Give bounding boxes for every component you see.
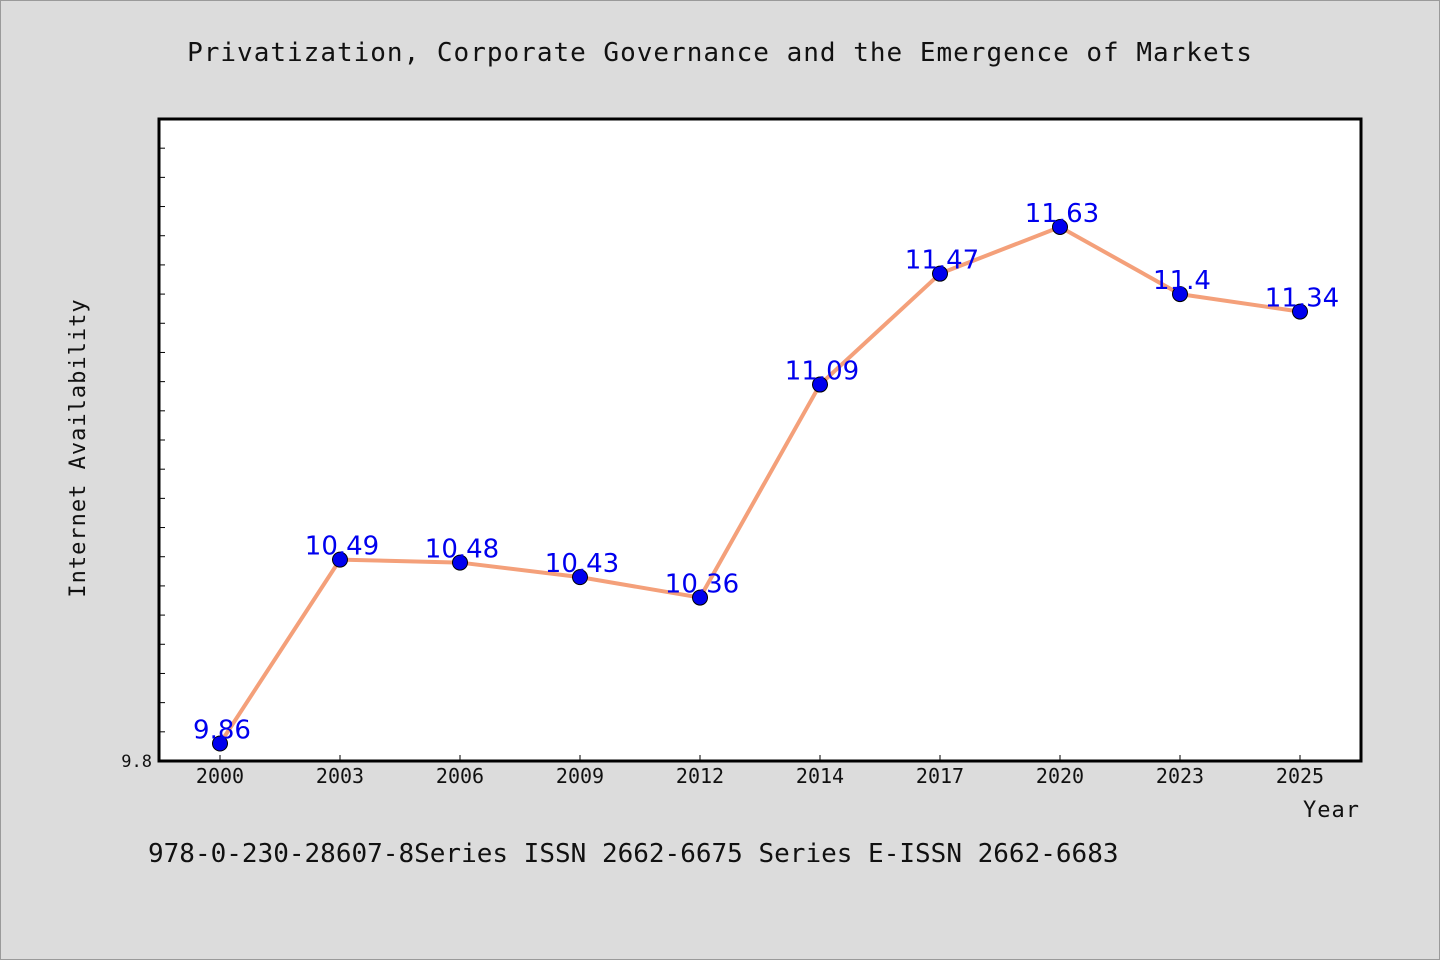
y-axis-label: Internet Availability (66, 298, 91, 597)
x-axis-ticks (219, 755, 1301, 761)
x-tick-label: 2017 (916, 764, 964, 788)
x-tick-labels: 2000 2003 2006 2009 2012 2014 2017 2020 2023 2025 (196, 764, 1324, 788)
data-labels: 9.86 10.49 10.48 10.43 10.36 11.09 11.47 11.63 1… (193, 199, 1339, 746)
data-label: 10.49 (305, 532, 379, 562)
x-tick-label: 2012 (676, 764, 724, 788)
x-tick-label: 2014 (796, 764, 844, 788)
x-tick-label: 2020 (1036, 764, 1084, 788)
data-point (1172, 286, 1188, 303)
x-axis-label: Year (1303, 798, 1360, 823)
data-point (812, 376, 828, 393)
data-point (932, 265, 948, 282)
chart-title: Privatization, Corporate Governance and … (187, 38, 1253, 68)
data-point (332, 551, 348, 568)
data-point (452, 554, 468, 571)
data-label: 10.43 (545, 549, 619, 579)
x-tick-label: 2000 (196, 764, 244, 788)
x-tick-label: 2009 (556, 764, 604, 788)
data-label: 10.36 (665, 570, 739, 600)
y-tick-label-min: 9.8 (121, 752, 152, 772)
series-group (212, 218, 1308, 752)
data-label: 11.63 (1025, 199, 1099, 229)
data-point (1052, 218, 1068, 235)
x-tick-label: 2025 (1276, 764, 1324, 788)
series-line (218, 224, 1301, 745)
data-label: 11.4 (1153, 266, 1211, 296)
x-tick-label: 2003 (316, 764, 364, 788)
x-tick-label: 2006 (436, 764, 484, 788)
data-label: 10.48 (425, 535, 499, 565)
data-label: 9.86 (193, 715, 251, 745)
data-label: 11.09 (785, 357, 859, 387)
x-tick-label: 2023 (1156, 764, 1204, 788)
y-axis-ticks (159, 147, 165, 733)
data-point (212, 735, 228, 752)
data-label: 11.47 (905, 246, 979, 276)
data-point (1292, 303, 1308, 320)
footer-text: 978-0-230-28607-8Series ISSN 2662-6675 S… (148, 839, 1119, 869)
plot-area (157, 117, 1363, 763)
data-label: 11.34 (1265, 284, 1339, 314)
data-point (572, 569, 588, 586)
data-point (692, 589, 708, 606)
